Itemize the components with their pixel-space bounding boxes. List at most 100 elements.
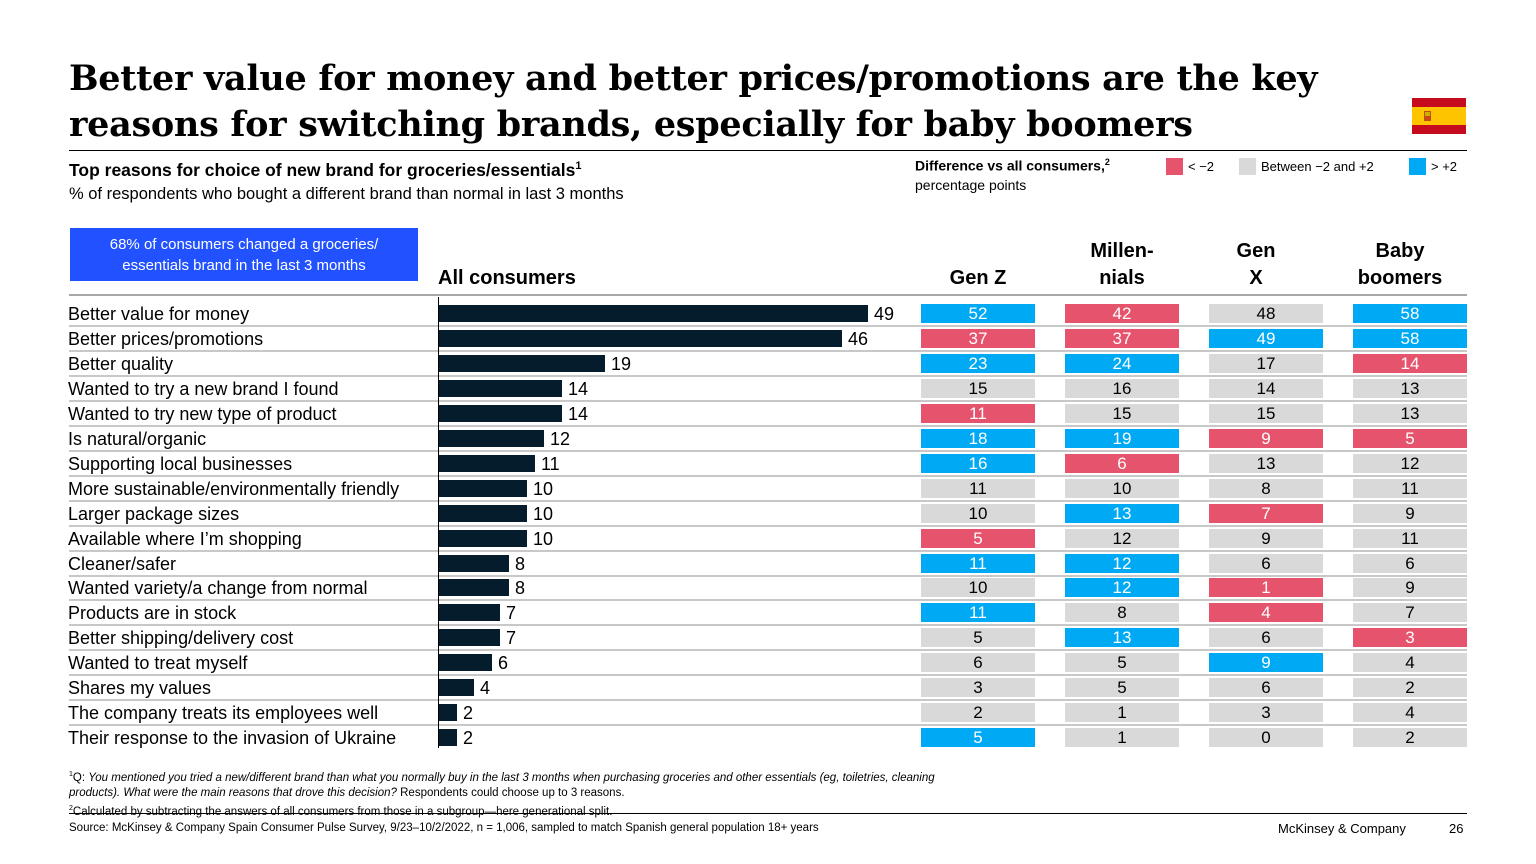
legend-label: < −2 bbox=[1188, 158, 1215, 174]
cell-baby-boomers: 13 bbox=[1353, 378, 1467, 398]
row-label: Better shipping/delivery cost bbox=[68, 628, 294, 649]
cell-millennials: 13 bbox=[1065, 503, 1179, 523]
bar-value-label: 8 bbox=[515, 578, 526, 599]
page-number: 26 bbox=[1449, 821, 1464, 836]
bar-all-consumers bbox=[439, 679, 474, 697]
row-label: Products are in stock bbox=[68, 603, 237, 624]
bar-value-label: 10 bbox=[533, 478, 554, 499]
row-label: Wanted to try a new brand I found bbox=[68, 378, 339, 399]
footnote-suffix: Respondents could choose up to 3 reasons… bbox=[396, 786, 625, 799]
row-label: Available where I’m shopping bbox=[68, 528, 302, 549]
row-label: Supporting local businesses bbox=[68, 453, 293, 474]
spain-flag-icon bbox=[1412, 98, 1466, 134]
chart-unit-description: % of respondents who bought a different … bbox=[69, 185, 624, 203]
bar-value-label: 10 bbox=[533, 503, 554, 524]
cell-millennials: 13 bbox=[1065, 628, 1179, 648]
cell-millennials: 37 bbox=[1065, 328, 1179, 348]
column-header-all-consumers: All consumers bbox=[438, 267, 576, 289]
cell-gen-z: 10 bbox=[921, 578, 1035, 598]
footnote-question: You mentioned you tried a new/different … bbox=[69, 771, 935, 799]
legend-item-negative: < −2 bbox=[1166, 157, 1214, 175]
footnote-2: 2Calculated by subtracting the answers o… bbox=[69, 801, 969, 820]
legend-label: Between −2 and +2 bbox=[1261, 158, 1374, 174]
cell-baby-boomers: 12 bbox=[1353, 453, 1467, 473]
row-divider bbox=[69, 599, 1467, 602]
bar-value-label: 2 bbox=[463, 703, 474, 724]
row-divider bbox=[69, 574, 1467, 577]
row-divider bbox=[69, 549, 1467, 552]
row-label: Cleaner/safer bbox=[68, 553, 177, 574]
cell-baby-boomers: 58 bbox=[1353, 328, 1467, 348]
cell-gen-z: 6 bbox=[921, 653, 1035, 673]
row-label: More sustainable/environmentally friendl… bbox=[68, 478, 400, 499]
column-header-baby-boomers: Baby boomers bbox=[1357, 240, 1443, 289]
row-label: Wanted variety/a change from normal bbox=[68, 578, 368, 599]
footnote-1: 1Q: You mentioned you tried a new/differ… bbox=[69, 767, 969, 801]
row-divider bbox=[69, 325, 1467, 327]
cell-gen-x: 6 bbox=[1209, 553, 1323, 573]
row-divider bbox=[69, 724, 1467, 727]
callout-text: 68% of consumers changed a groceries/ es… bbox=[109, 235, 379, 274]
row-divider bbox=[69, 499, 1467, 502]
row-label: Better prices/promotions bbox=[68, 328, 264, 349]
cell-baby-boomers: 14 bbox=[1353, 353, 1467, 373]
cell-gen-x: 8 bbox=[1209, 478, 1323, 498]
bar-all-consumers bbox=[439, 479, 527, 497]
cell-gen-x: 0 bbox=[1209, 728, 1323, 748]
cell-millennials: 12 bbox=[1065, 578, 1179, 598]
cell-baby-boomers: 4 bbox=[1353, 703, 1467, 723]
cell-gen-z: 2 bbox=[921, 703, 1035, 723]
bar-all-consumers bbox=[439, 504, 527, 522]
bar-all-consumers bbox=[439, 704, 457, 722]
bar-all-consumers bbox=[439, 729, 457, 747]
row-label: Better value for money bbox=[68, 304, 250, 324]
bar-value-label: 7 bbox=[506, 603, 517, 624]
cell-gen-z: 5 bbox=[921, 528, 1035, 548]
cell-baby-boomers: 11 bbox=[1353, 478, 1467, 498]
cell-gen-x: 9 bbox=[1209, 653, 1323, 673]
row-divider bbox=[69, 524, 1467, 527]
footnotes: 1Q: You mentioned you tried a new/differ… bbox=[69, 767, 969, 820]
footnote-ref: 1 bbox=[575, 160, 582, 173]
cell-baby-boomers: 2 bbox=[1353, 728, 1467, 748]
bar-value-label: 6 bbox=[498, 653, 509, 674]
bar-value-label: 14 bbox=[568, 378, 589, 399]
bar-value-label: 46 bbox=[848, 328, 869, 349]
column-header-gen-x: Gen X bbox=[1236, 240, 1276, 289]
row-divider bbox=[69, 624, 1467, 627]
cell-gen-z: 23 bbox=[921, 353, 1035, 373]
cell-gen-z: 37 bbox=[921, 328, 1035, 348]
cell-gen-x: 6 bbox=[1209, 678, 1323, 698]
row-divider bbox=[69, 374, 1467, 377]
footnote-prefix: Q: bbox=[72, 771, 89, 784]
row-label: Their response to the invasion of Ukrain… bbox=[68, 728, 397, 749]
cell-millennials: 16 bbox=[1065, 378, 1179, 398]
bar-value-label: 4 bbox=[480, 678, 491, 699]
legend-item-neutral: Between −2 and +2 bbox=[1239, 157, 1374, 175]
footer-divider bbox=[69, 813, 1467, 814]
cell-gen-z: 16 bbox=[921, 453, 1035, 473]
footnote-text: Calculated by subtracting the answers of… bbox=[72, 805, 613, 818]
page-title: Better value for money and better prices… bbox=[69, 58, 1318, 145]
cell-gen-z: 15 bbox=[921, 378, 1035, 398]
cell-millennials: 19 bbox=[1065, 428, 1179, 448]
bar-value-label: 14 bbox=[568, 403, 589, 424]
cell-baby-boomers: 11 bbox=[1353, 528, 1467, 548]
chart-subtitle-text: Top reasons for choice of new brand for … bbox=[69, 160, 576, 180]
cell-gen-x: 6 bbox=[1209, 628, 1323, 648]
legend-swatch-positive bbox=[1409, 157, 1426, 175]
cell-gen-x: 13 bbox=[1209, 453, 1323, 473]
bar-all-consumers bbox=[439, 379, 562, 397]
cell-baby-boomers: 2 bbox=[1353, 678, 1467, 698]
cell-gen-x: 4 bbox=[1209, 603, 1323, 623]
row-divider bbox=[69, 474, 1467, 477]
row-divider bbox=[69, 449, 1467, 452]
cell-baby-boomers: 9 bbox=[1353, 503, 1467, 523]
row-divider bbox=[69, 674, 1467, 677]
bar-value-label: 7 bbox=[506, 628, 517, 649]
cell-millennials: 6 bbox=[1065, 453, 1179, 473]
bar-all-consumers bbox=[439, 329, 842, 347]
bar-all-consumers bbox=[439, 429, 544, 447]
cell-millennials: 42 bbox=[1065, 304, 1179, 323]
cell-gen-z: 11 bbox=[921, 603, 1035, 623]
